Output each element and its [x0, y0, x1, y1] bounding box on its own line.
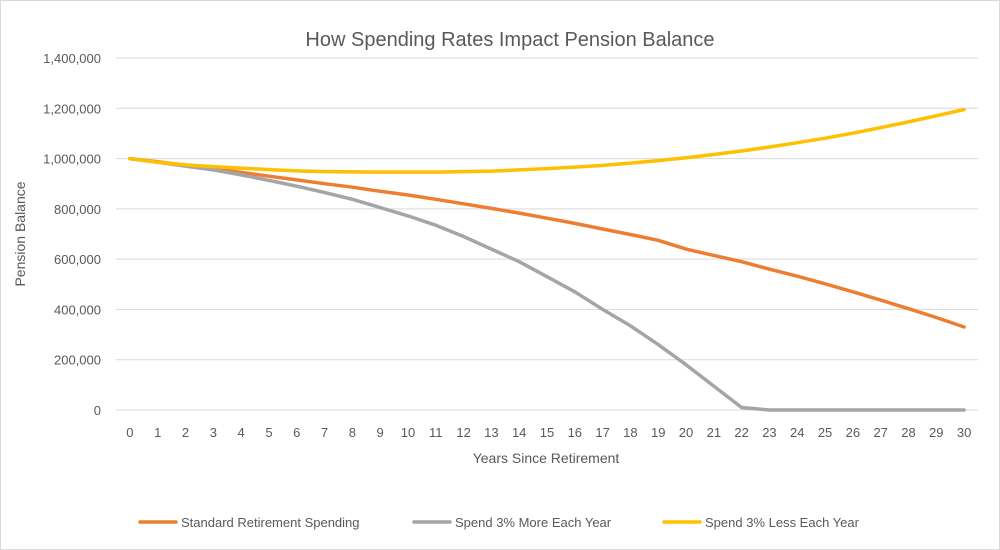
x-tick-label: 13	[484, 425, 498, 440]
x-tick-label: 16	[568, 425, 582, 440]
series-line	[128, 156, 966, 329]
x-tick-label: 30	[957, 425, 971, 440]
x-tick-label: 6	[293, 425, 300, 440]
x-tick-label: 0	[126, 425, 133, 440]
legend-label: Spend 3% Less Each Year	[705, 515, 860, 530]
x-axis-label: Years Since Retirement	[473, 450, 620, 466]
x-tick-label: 12	[456, 425, 470, 440]
x-tick-label: 23	[762, 425, 776, 440]
x-tick-label: 18	[623, 425, 637, 440]
y-tick-label: 0	[94, 403, 101, 418]
chart-title: How Spending Rates Impact Pension Balanc…	[305, 29, 714, 51]
x-tick-label: 15	[540, 425, 554, 440]
x-tick-label: 27	[873, 425, 887, 440]
y-tick-label: 600,000	[54, 252, 101, 267]
x-tick-label: 14	[512, 425, 526, 440]
y-tick-label: 200,000	[54, 353, 101, 368]
series-line	[128, 156, 966, 412]
x-tick-label: 5	[265, 425, 272, 440]
legend-label: Spend 3% More Each Year	[455, 515, 612, 530]
x-tick-label: 25	[818, 425, 832, 440]
series-line	[128, 107, 966, 174]
x-tick-label: 9	[377, 425, 384, 440]
x-tick-label: 10	[401, 425, 415, 440]
x-tick-label: 22	[734, 425, 748, 440]
x-tick-label: 2	[182, 425, 189, 440]
x-tick-label: 17	[595, 425, 609, 440]
y-tick-label: 1,000,000	[43, 152, 101, 167]
y-tick-label: 800,000	[54, 202, 101, 217]
y-axis-label: Pension Balance	[12, 181, 28, 286]
x-tick-label: 7	[321, 425, 328, 440]
y-tick-label: 1,400,000	[43, 51, 101, 66]
x-tick-label: 20	[679, 425, 693, 440]
x-tick-label: 29	[929, 425, 943, 440]
y-tick-label: 1,200,000	[43, 101, 101, 116]
x-tick-label: 21	[707, 425, 721, 440]
x-tick-label: 1	[154, 425, 161, 440]
x-tick-label: 4	[238, 425, 245, 440]
x-tick-label: 11	[429, 425, 443, 440]
x-tick-label: 24	[790, 425, 804, 440]
legend-label: Standard Retirement Spending	[181, 515, 360, 530]
y-tick-label: 400,000	[54, 302, 101, 317]
x-tick-label: 26	[846, 425, 860, 440]
x-tick-label: 8	[349, 425, 356, 440]
x-tick-label: 3	[210, 425, 217, 440]
x-tick-label: 28	[901, 425, 915, 440]
x-tick-label: 19	[651, 425, 665, 440]
